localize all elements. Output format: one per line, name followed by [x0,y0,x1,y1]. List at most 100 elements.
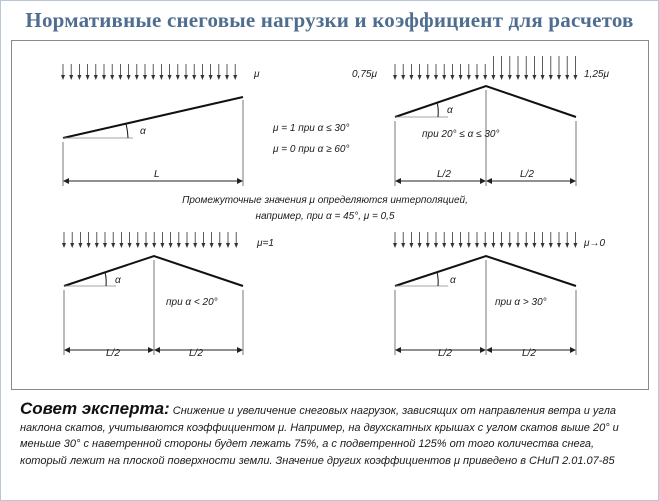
span-label: L [154,169,160,180]
load-arrow-head [458,75,463,80]
load-arrow-head [217,243,222,248]
load-arrow-head [425,243,430,248]
load-arrow-head [225,75,229,80]
mu-label: μ [253,69,260,80]
half-left-label: L/2 [437,169,451,180]
load-arrow-head [200,75,205,80]
load-arrow-head [450,243,455,248]
load-arrow-head [167,75,172,80]
load-arrow-head [216,75,221,80]
load-arrow-head [77,75,82,80]
nonuniform-load-arrows [393,56,578,80]
load-arrow-head [119,243,124,248]
load-arrow-head [475,75,479,80]
note-line-2: например, при α = 45°, μ = 0,5 [255,211,395,222]
load-arrow-head [94,243,99,248]
load-arrow-head [393,243,397,248]
load-arrow-head [126,75,131,80]
panel-gable-low-slope: α L/2 L/2 μ=1 при α < 20° [62,232,274,359]
load-arrow-head [168,243,173,248]
load-arrow-head [548,243,553,248]
load-arrow-head [516,75,520,80]
tip-heading: Совет эксперта: [20,399,170,418]
load-arrow-head [102,75,106,80]
panel-gable-steep: α L/2 L/2 μ→0 при α > 30° [393,232,605,359]
load-arrow-head [483,75,488,80]
load-arrow-head [86,243,91,248]
load-arrow-head [409,243,414,248]
gable-roof [394,84,577,118]
mu-left-label: 0,75μ [352,69,377,80]
angle-arc [125,123,129,139]
load-arrow-head [118,75,123,80]
load-arrow-head [507,75,512,80]
load-arrow-head [548,75,553,80]
load-arrow-head [143,75,147,80]
load-arrow-head [401,243,406,248]
load-arrow-head [491,75,496,80]
load-arrow-head [442,243,447,248]
load-arrow-head [93,75,98,80]
angle-label: α [450,275,456,286]
mu-right-label: 1,25μ [584,69,609,80]
load-arrow-head [135,243,140,248]
diagram-box [11,40,649,390]
gable-roof [63,254,244,287]
uniform-load-arrows [393,232,578,248]
load-arrow-head [524,75,529,80]
load-arrow-head [499,75,504,80]
load-arrow-head [450,75,455,80]
load-arrow-head [466,75,471,80]
load-arrow-head [175,75,180,80]
load-arrow-head [69,75,74,80]
load-arrow-head [111,243,116,248]
half-right-label: L/2 [520,169,534,180]
load-arrow-head [409,75,414,80]
load-arrow-head [110,75,115,80]
angle-label: α [140,126,146,137]
load-arrow-head [565,243,570,248]
load-arrow-head [85,75,90,80]
load-arrow-head [151,75,156,80]
tip-text: Снижение и увеличение снеговых нагрузок,… [20,405,619,467]
load-arrow-head [425,75,430,80]
load-arrow-head [234,243,239,248]
load-arrow-head [475,243,479,248]
load-arrow-head [483,243,488,248]
load-arrow-head [61,75,65,80]
load-arrow-head [458,243,463,248]
load-arrow-head [226,243,230,248]
load-arrow-head [209,243,214,248]
load-arrow-head [134,75,139,80]
load-arrow-head [499,243,504,248]
rule-2: μ = 0 при α ≥ 60° [272,144,350,155]
load-arrow-head [466,243,471,248]
load-arrow-head [176,243,181,248]
angle-arc [436,271,439,287]
panel-mono-pitch: α L μ μ = 1 при α ≤ 30° μ = 0 при α ≥ 60… [61,64,350,186]
panel-gable-drift: α L/2 L/2 0,75μ 1,25μ при 20° ≤ α ≤ 30° [352,56,609,186]
mu-label: μ→0 [583,238,605,249]
load-arrow-head [208,75,213,80]
load-arrow-head [160,243,165,248]
condition-label: при α > 30° [495,297,547,308]
load-arrow-head [516,243,520,248]
load-arrow-head [185,243,189,248]
page-title: Нормативные снеговые нагрузки и коэффици… [25,8,634,32]
uniform-load-arrows [61,64,238,80]
angle-arc [436,101,439,118]
load-arrow-head [393,75,397,80]
load-arrow-head [573,75,578,80]
rule-1: μ = 1 при α ≤ 30° [272,123,350,134]
half-right-label: L/2 [522,348,536,359]
load-arrow-head [152,243,157,248]
condition-label: при α < 20° [166,297,218,308]
load-arrow-head [442,75,447,80]
angle-label: α [115,275,121,286]
load-arrow-head [434,243,438,248]
load-arrow-head [184,75,188,80]
gable-roof [394,254,577,287]
uniform-load-arrows [62,232,239,248]
load-arrow-head [524,243,529,248]
angle-arc [104,271,107,287]
